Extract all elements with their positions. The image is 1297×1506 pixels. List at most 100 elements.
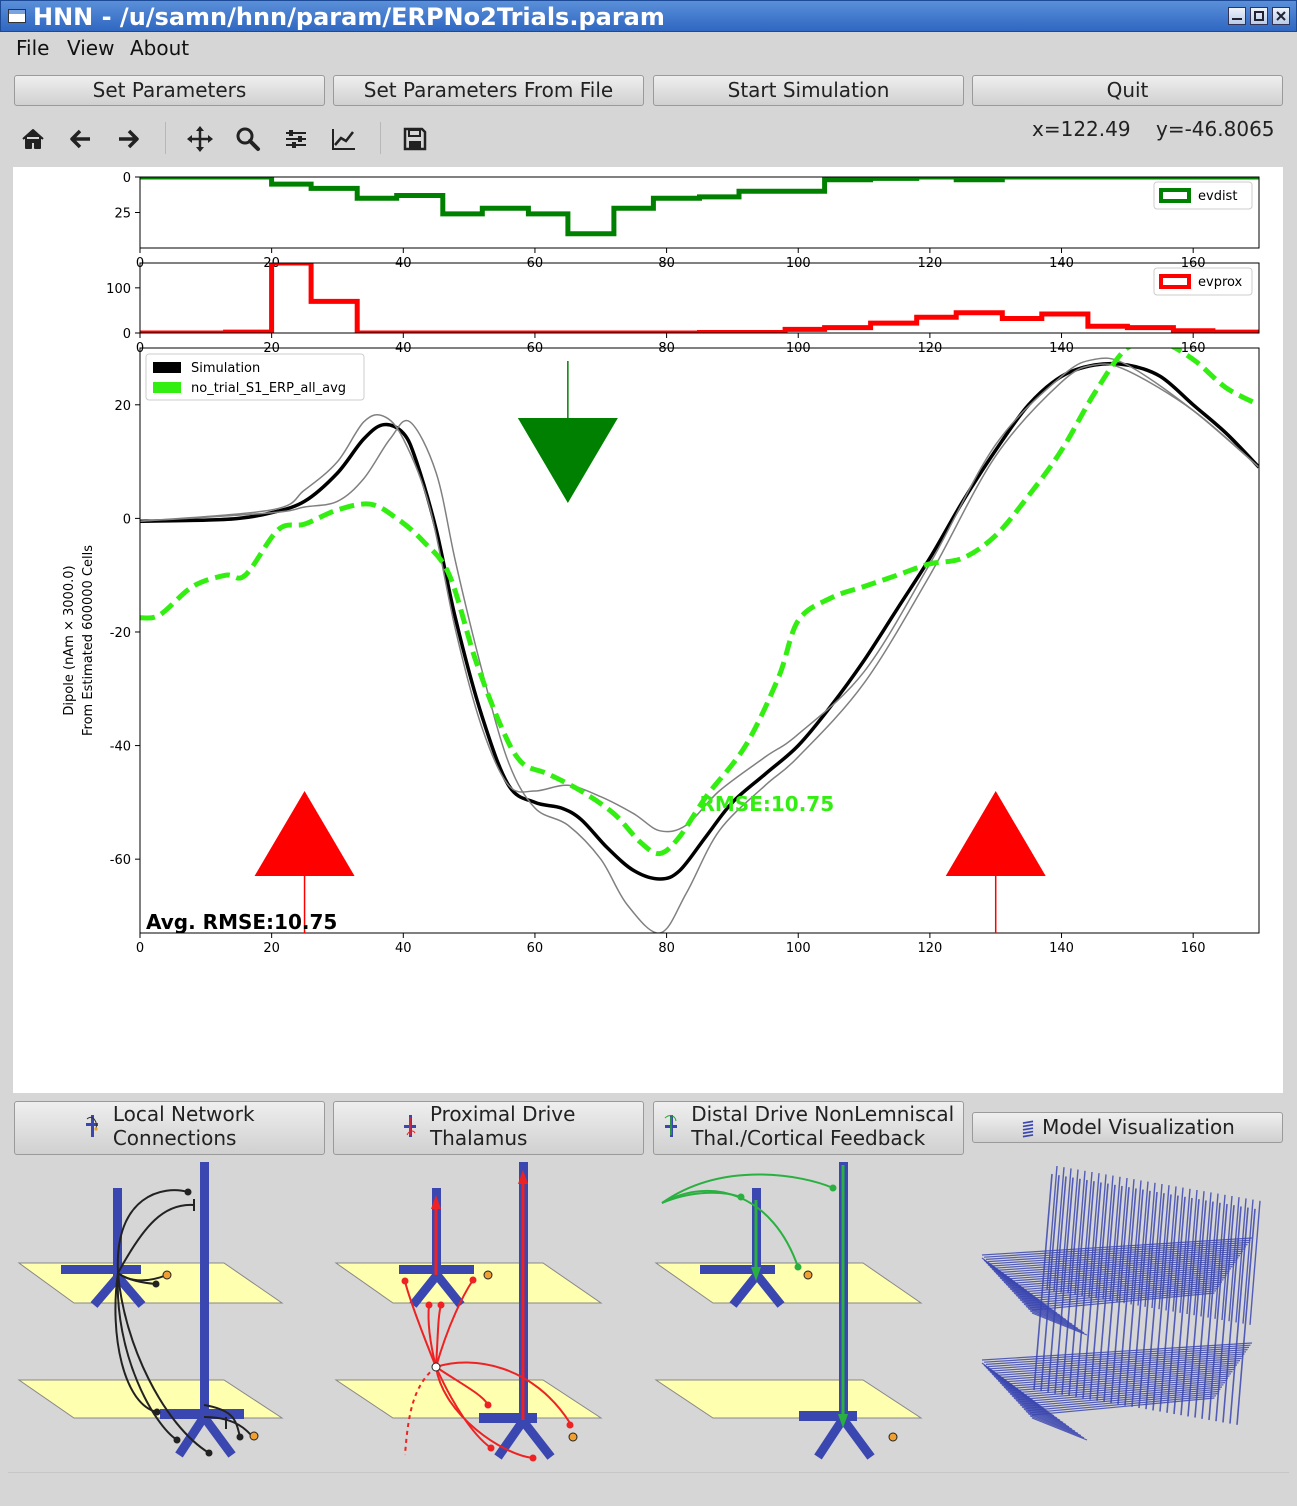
home-icon[interactable] [16, 122, 50, 156]
menu-view[interactable]: View [67, 36, 115, 60]
cell-row [1019, 1384, 1224, 1403]
cell-column [1201, 1202, 1221, 1419]
cell-column [1096, 1184, 1116, 1401]
cell-row [1011, 1375, 1230, 1394]
tab-label-line1: Proximal Drive [429, 1102, 576, 1126]
cell-row [1015, 1274, 1227, 1293]
cell-row [1021, 1386, 1223, 1405]
cell-dendrite [1029, 1310, 1085, 1334]
zoom-icon[interactable] [231, 122, 265, 156]
maximize-icon[interactable] [1250, 7, 1268, 25]
tab-label-line2: Thalamus [429, 1126, 528, 1150]
window-titlebar: HNN - /u/samn/hnn/param/ERPNo2Trials.par… [0, 0, 1297, 32]
cell-dendrite [1031, 1312, 1088, 1336]
layer-plane [654, 1262, 923, 1304]
legend-box [145, 353, 365, 401]
set-parameters-button[interactable]: Set Parameters [14, 75, 325, 106]
cell-column [1249, 1200, 1261, 1325]
plot-canvas[interactable]: 0 20 40 60 80 100 120 140 160 0 25 evdist 0 20 40 60 80 1… [13, 167, 1283, 1093]
chart-panel-1 [135, 262, 1260, 338]
cell-row [1031, 1292, 1215, 1311]
cell-row [987, 1244, 1248, 1263]
cell-row [997, 1255, 1241, 1274]
cell-column [1095, 1174, 1107, 1299]
save-icon[interactable] [398, 122, 432, 156]
chart-panel-2 [135, 347, 1260, 938]
dendrite [700, 1265, 775, 1274]
proximal-drive-thalamus-button[interactable]: Proximal Drive Thalamus [333, 1101, 644, 1155]
cell-column [1165, 1186, 1177, 1311]
dendrite [200, 1162, 209, 1417]
x-tick-label: 120 [917, 941, 942, 956]
close-icon[interactable] [1272, 7, 1290, 25]
cell-row [1007, 1371, 1233, 1390]
tab-label: Model Visualization [1042, 1115, 1235, 1139]
quit-button[interactable]: Quit [972, 75, 1283, 106]
local-network-connections-button[interactable]: Local Network Connections [14, 1101, 325, 1155]
menu-about[interactable]: About [130, 36, 190, 60]
tab-label-line2: Connections [112, 1126, 237, 1150]
cell-dendrite [1029, 1415, 1085, 1439]
cell-row [1025, 1390, 1220, 1409]
dendrite [479, 1413, 537, 1423]
x-tick-label: 0 [136, 941, 144, 956]
cell-row [1005, 1263, 1235, 1282]
cell-row [1005, 1368, 1235, 1387]
synapse-dot [483, 1270, 493, 1280]
cell-column [1200, 1192, 1212, 1317]
cell-row [1027, 1393, 1218, 1412]
cell-row [981, 1342, 1253, 1361]
simulation-line [140, 361, 1259, 881]
minimize-icon[interactable] [1228, 7, 1246, 25]
y-tick-label: 100 [106, 282, 131, 297]
dendrite [113, 1188, 122, 1278]
set-parameters-from-file-button[interactable]: Set Parameters From File [333, 75, 644, 106]
distal-drive-diagram [654, 1162, 923, 1460]
axes-frame [139, 176, 1260, 249]
legend-label: Simulation [191, 361, 260, 376]
cell-row [995, 1252, 1242, 1271]
cell-column [1221, 1195, 1233, 1321]
edit-axis-icon[interactable] [327, 122, 361, 156]
cell-dendrite [1027, 1413, 1082, 1437]
tab-label-line2: Thal./Cortical Feedback [691, 1126, 926, 1150]
cell-column [1222, 1206, 1242, 1423]
cell-row [981, 1237, 1253, 1256]
cell-row [983, 1344, 1251, 1363]
dendrite [90, 1274, 146, 1308]
series-group [140, 348, 1259, 933]
menu-file[interactable]: File [16, 36, 50, 60]
x-tick-label: 20 [263, 941, 280, 956]
cell-row [1001, 1364, 1238, 1383]
cell-row [1009, 1373, 1232, 1392]
proximal-drive-marker [945, 791, 1046, 876]
thalamus-node [431, 1362, 441, 1372]
distal-drive-feedback-button[interactable]: Distal Drive NonLemniscal Thal./Cortical … [653, 1101, 964, 1155]
cell-row [1031, 1397, 1215, 1416]
status-bar [8, 1472, 1289, 1499]
rmse-annotation: RMSE:10.75 [700, 792, 835, 816]
pan-icon[interactable] [183, 122, 217, 156]
menu-bar: File View About [0, 32, 1297, 64]
cell-column [1033, 1173, 1053, 1391]
configure-subplots-icon[interactable] [279, 122, 313, 156]
plot-toolbar [0, 116, 1297, 160]
histogram-evprox [140, 263, 1259, 333]
start-simulation-button[interactable]: Start Simulation [653, 75, 964, 106]
back-icon[interactable] [64, 122, 98, 156]
window-title: HNN - /u/samn/hnn/param/ERPNo2Trials.par… [33, 3, 665, 31]
axes-frame [139, 262, 1260, 334]
model-visualization-button[interactable]: Model Visualization [972, 1112, 1283, 1143]
synapse-dot [568, 1432, 578, 1442]
cell-column [1187, 1200, 1207, 1417]
cell-row [1007, 1266, 1233, 1285]
y-tick-label: 25 [114, 207, 131, 222]
layer-plane [654, 1379, 923, 1419]
y-axis-label: From Estimated 600000 Cells [81, 545, 96, 736]
forward-icon[interactable] [111, 122, 145, 156]
synapse-dots [401, 1276, 574, 1462]
cell-row [1025, 1285, 1220, 1304]
cell-column [1067, 1169, 1079, 1294]
cell-column [1130, 1180, 1142, 1305]
